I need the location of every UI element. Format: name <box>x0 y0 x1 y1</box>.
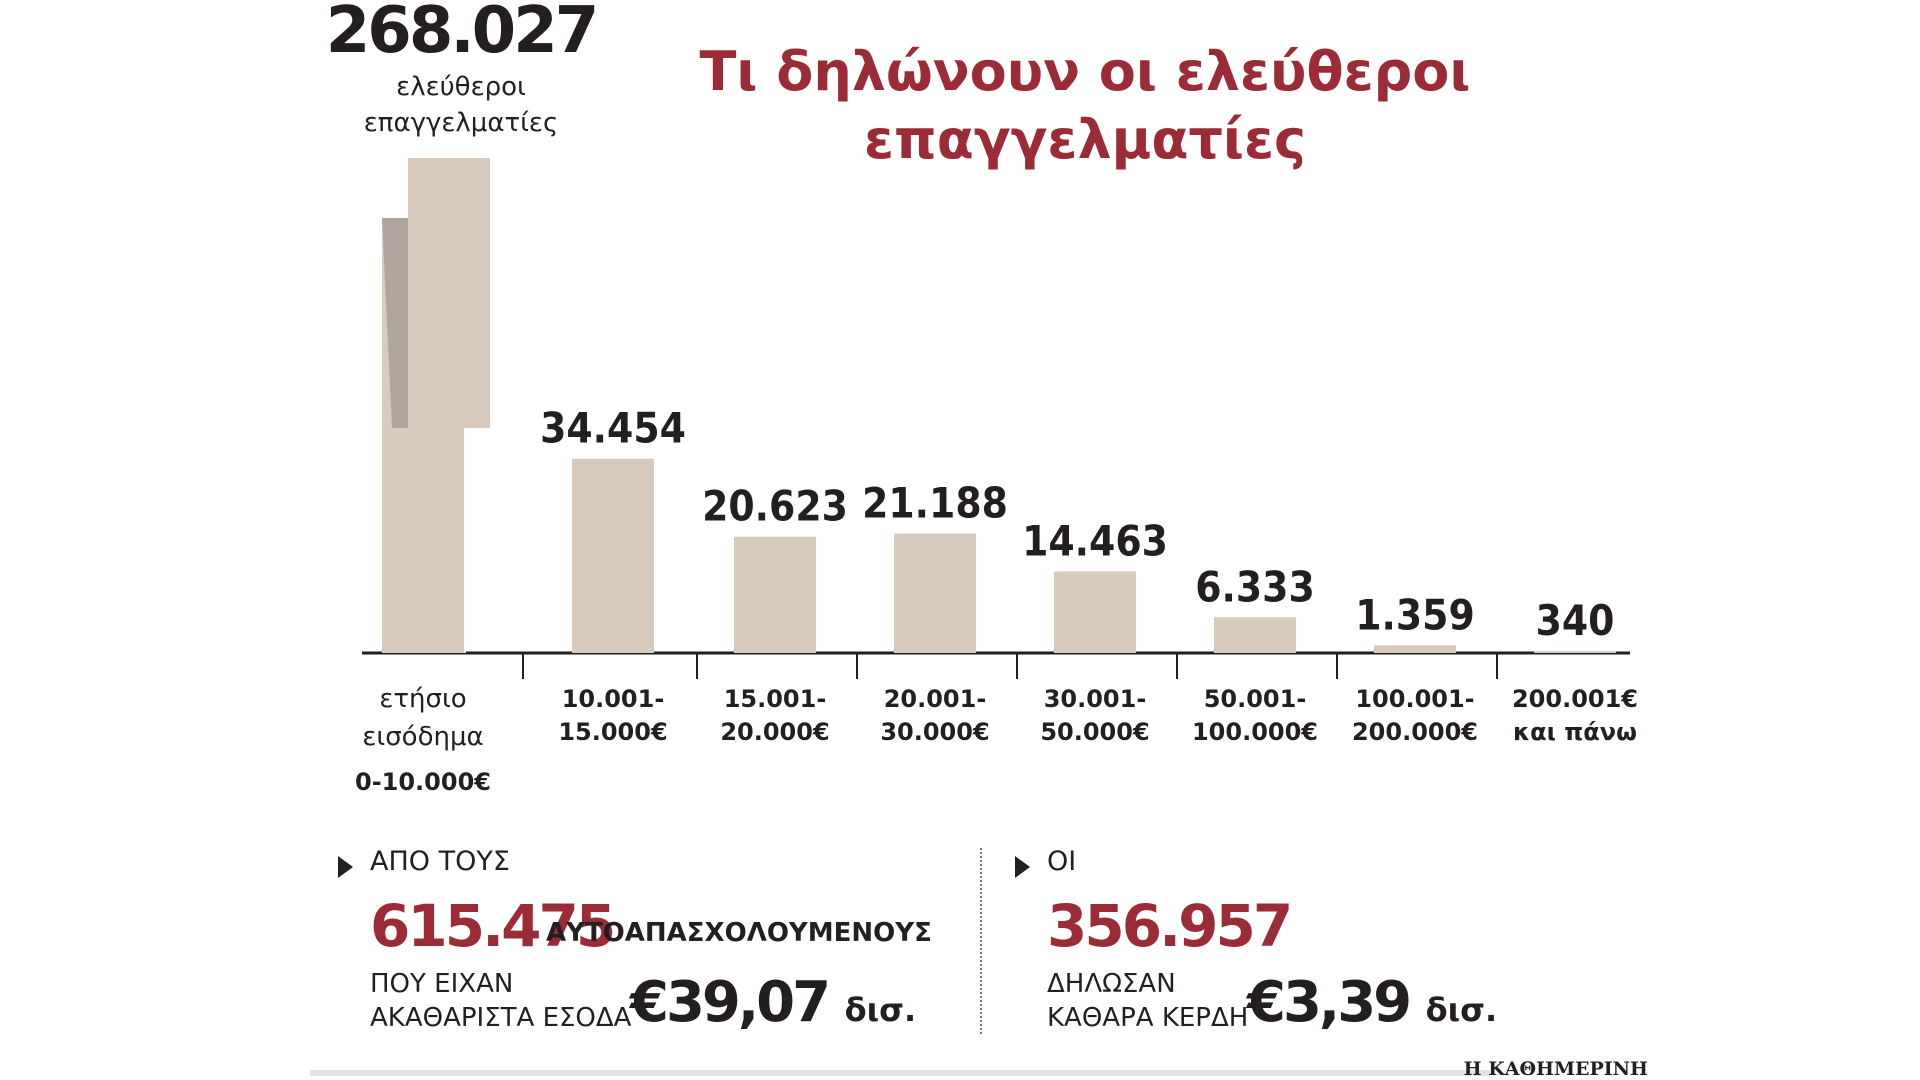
bar-break-top <box>408 158 490 428</box>
stats-left-amount-value: €39,07 <box>630 970 831 1035</box>
bar-value-label: 1.359 <box>1355 590 1475 639</box>
x-tick-label: 30.001- <box>1044 685 1147 713</box>
x-tick-label: 15.000€ <box>558 718 667 746</box>
footer-rule <box>310 1070 1490 1076</box>
bar <box>734 536 816 653</box>
x-tick-label: 0-10.000€ <box>355 768 491 796</box>
x-axis-title: ετήσιο <box>379 684 466 714</box>
stats-right-desc: ΔΗΛΩΣΑΝ ΚΑΘΑΡΑ ΚΕΡΔΗ <box>1047 967 1248 1035</box>
stats-right-amount-unit: δισ. <box>1425 991 1498 1029</box>
stats-left-desc: ΠΟΥ ΕΙΧΑΝ ΑΚΑΘΑΡΙΣΤΑ ΕΣΟΔΑ <box>370 967 631 1035</box>
bar <box>572 458 654 653</box>
stats-left-number-suffix: ΑΥΤΟΑΠΑΣΧΟΛΟΥΜΕΝΟΥΣ <box>546 918 932 948</box>
stats-right-amount: €3,39 δισ. <box>1247 970 1497 1035</box>
x-axis-title: εισόδημα <box>362 722 483 752</box>
x-tick-label: 100.001- <box>1355 685 1474 713</box>
x-tick-label: 200.001€ <box>1512 685 1638 713</box>
stats-left-desc-line2: ΑΚΑΘΑΡΙΣΤΑ ΕΣΟΔΑ <box>370 1003 632 1033</box>
chart-title: Τι δηλώνουν οι ελεύθεροι επαγγελματίες <box>699 40 1471 171</box>
bar-value-label: 14.463 <box>1022 516 1168 565</box>
bar-value-label: 34.454 <box>540 404 686 453</box>
x-tick-label: 200.000€ <box>1352 718 1478 746</box>
stats-left-desc-line1: ΠΟΥ ΕΙΧΑΝ <box>370 969 514 999</box>
bar <box>1054 571 1136 653</box>
source-credit: Η ΚΑΘΗΜΕΡΙΝΗ <box>1463 1058 1648 1080</box>
stats-left-lead: ΑΠΟ ΤΟΥΣ <box>370 846 510 877</box>
x-tick-label: 10.001- <box>562 685 665 713</box>
bar-break-shadow <box>382 218 408 428</box>
x-tick-label: 20.001- <box>884 685 987 713</box>
x-tick-label: 15.001- <box>724 685 827 713</box>
bar-value-label: 20.623 <box>702 482 848 531</box>
stats-right-desc-line2: ΚΑΘΑΡΑ ΚΕΡΔΗ <box>1047 1003 1249 1033</box>
bar-value-label: 268.027 <box>326 0 597 68</box>
first-bar-caption: ελεύθεροι <box>396 72 526 102</box>
x-tick-label: 50.000€ <box>1040 718 1149 746</box>
bar <box>894 533 976 653</box>
bar <box>1214 617 1296 653</box>
bar-value-label: 21.188 <box>862 478 1008 527</box>
stats-right-lead: ΟΙ <box>1047 846 1077 877</box>
x-tick-label: 20.000€ <box>720 718 829 746</box>
bar-chart: 34.454 20.623 21.188 14.463 6.333 1.359 340 268… <box>326 0 1638 796</box>
bar <box>1374 645 1456 653</box>
triangle-bullet-icon <box>1015 856 1030 878</box>
bar <box>1534 651 1616 653</box>
stats-right-amount-value: €3,39 <box>1247 970 1412 1035</box>
bar-value-label: 340 <box>1536 596 1615 645</box>
stats-right-desc-line1: ΔΗΛΩΣΑΝ <box>1047 969 1176 999</box>
x-tick-label: 50.001- <box>1204 685 1307 713</box>
triangle-bullet-icon <box>338 856 353 878</box>
stats-right-number: 356.957 <box>1047 892 1293 960</box>
bar-value-label: 6.333 <box>1195 562 1315 611</box>
stats-left-number: 615.475 <box>370 892 616 960</box>
bar-break-edge <box>464 428 466 653</box>
first-bar-caption: επαγγελματίες <box>364 108 559 138</box>
stats-divider <box>980 848 982 1034</box>
x-tick-label: 30.000€ <box>880 718 989 746</box>
stats-left-amount-unit: δισ. <box>844 991 917 1029</box>
x-tick-label: και πάνω <box>1513 718 1637 746</box>
stats-left-amount: €39,07 δισ. <box>630 970 916 1035</box>
x-tick-label: 100.000€ <box>1192 718 1318 746</box>
